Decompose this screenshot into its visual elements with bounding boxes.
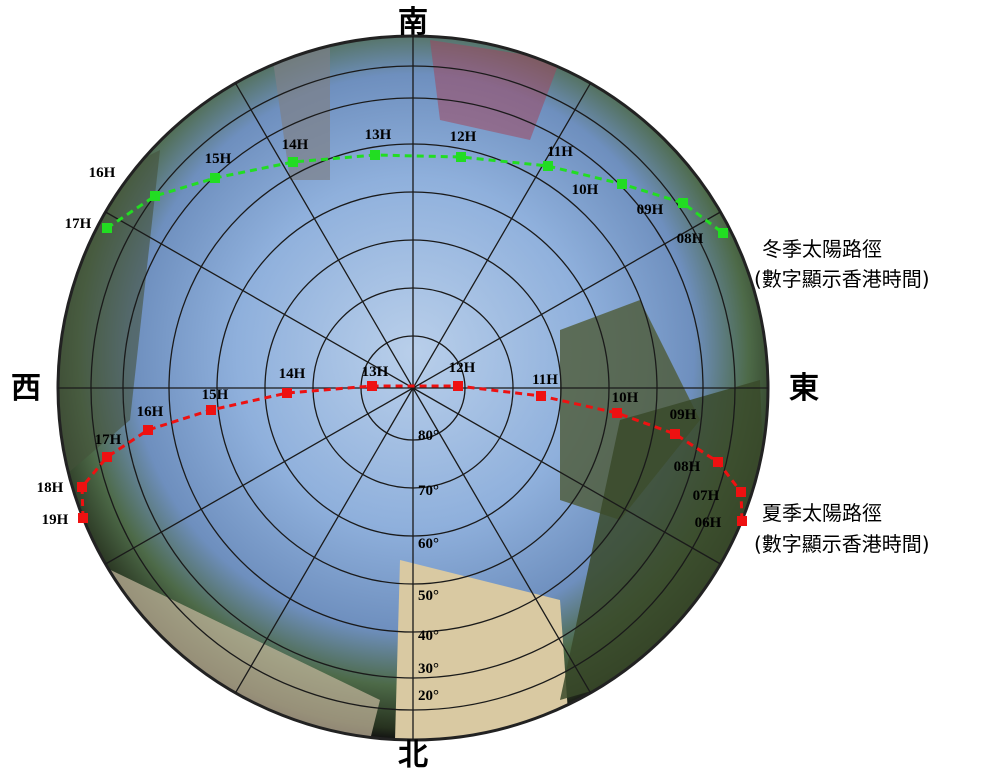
summer_path-marker	[367, 381, 377, 391]
winter_path-hour-label: 10H	[572, 182, 599, 198]
summer_path-hour-label: 09H	[670, 407, 697, 423]
summer_path-hour-label: 13H	[362, 364, 389, 380]
summer_path-marker	[206, 405, 216, 415]
direction-east: 東	[789, 371, 819, 406]
altitude-label: 50°	[418, 588, 439, 604]
winter_path-marker	[543, 161, 553, 171]
winter_path-hour-label: 13H	[365, 127, 392, 143]
azimuth-spoke	[412, 211, 721, 389]
summer_path-hour-label: 15H	[202, 387, 229, 403]
direction-north: 北	[398, 738, 428, 772]
azimuth-spoke	[234, 387, 414, 694]
sun-paths: 80° 70° 60° 50° 40° 30° 20° 17H 16H 15H 14H 13H 12H 1…	[37, 127, 747, 704]
summer_path-hour-label: 17H	[95, 432, 122, 448]
azimuth-spoke	[234, 82, 414, 389]
winter_path-hour-label: 14H	[282, 137, 309, 153]
winter_path-marker	[210, 173, 220, 183]
altitude-label: 80°	[418, 428, 439, 444]
summer_path-marker	[77, 482, 87, 492]
summer_path-marker	[536, 391, 546, 401]
altitude-label: 40°	[418, 628, 439, 644]
winter_path-marker	[456, 152, 466, 162]
summer_path-hour-label: 08H	[674, 459, 701, 475]
winter_path-hour-label: 09H	[637, 202, 664, 218]
winter-legend-note: (數字顯示香港時間)	[754, 267, 930, 291]
winter_path-marker	[370, 150, 380, 160]
summer_path-marker	[282, 388, 292, 398]
summer_path-hour-label: 11H	[532, 372, 558, 388]
azimuth-spoke	[105, 211, 414, 389]
winter_path-marker	[617, 179, 627, 189]
summer_path-marker	[612, 408, 622, 418]
winter_path-hour-label: 16H	[89, 165, 116, 181]
summer_path-hour-label: 06H	[695, 515, 722, 531]
building	[270, 40, 330, 180]
altitude-label: 30°	[418, 661, 439, 677]
winter_path-marker	[678, 198, 688, 208]
winter_path-marker	[102, 223, 112, 233]
azimuth-spoke	[412, 82, 592, 389]
azimuth-spoke	[105, 387, 414, 565]
winter_path-hour-label: 15H	[205, 151, 232, 167]
summer_path-hour-label: 18H	[37, 480, 64, 496]
summer_path-hour-label: 10H	[612, 390, 639, 406]
summer_path-marker	[102, 452, 112, 462]
summer_path-hour-label: 14H	[279, 366, 306, 382]
altitude-label: 60°	[418, 536, 439, 552]
summer_path-hour-label: 07H	[693, 488, 720, 504]
altitude-label: 70°	[418, 483, 439, 499]
trees	[560, 300, 700, 520]
winter_path-line	[106, 153, 724, 235]
azimuth-spoke	[412, 387, 592, 694]
summer_path-hour-label: 12H	[449, 360, 476, 376]
summer_path-marker	[713, 457, 723, 467]
winter_path-marker	[288, 157, 298, 167]
winter_path-hour-label: 08H	[677, 231, 704, 247]
summer_path-marker	[736, 487, 746, 497]
summer-legend-note: (數字顯示香港時間)	[754, 532, 930, 556]
summer_path-hour-label: 19H	[42, 512, 69, 528]
summer_path-marker	[670, 429, 680, 439]
summer_path-marker	[78, 513, 88, 523]
summer-legend-title: 夏季太陽路徑	[762, 501, 882, 525]
building	[430, 40, 560, 140]
winter-legend-title: 冬季太陽路徑	[762, 237, 882, 261]
winter_path-marker	[150, 191, 160, 201]
direction-west: 西	[11, 371, 41, 406]
azimuth-spoke	[412, 387, 721, 565]
summer_path-marker	[737, 516, 747, 526]
building	[395, 560, 570, 740]
summer_path-line	[80, 384, 744, 522]
winter_path-hour-label: 11H	[547, 144, 573, 160]
summer_path-hour-label: 16H	[137, 404, 164, 420]
winter_path-hour-label: 17H	[65, 216, 92, 232]
direction-south: 南	[398, 5, 428, 40]
winter_path-marker	[718, 228, 728, 238]
summer_path-marker	[143, 425, 153, 435]
altitude-label: 20°	[418, 688, 439, 704]
winter_path-hour-label: 12H	[450, 129, 477, 145]
summer_path-marker	[453, 381, 463, 391]
